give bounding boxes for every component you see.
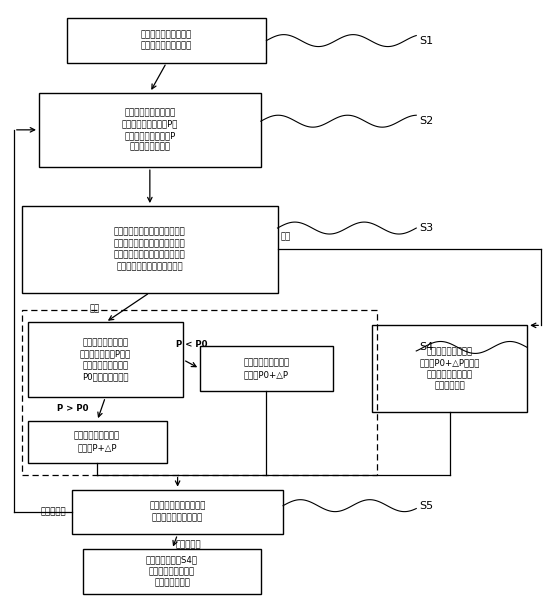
Text: 无上升信号: 无上升信号 — [41, 507, 67, 516]
Text: 有上升信号: 有上升信号 — [176, 540, 201, 549]
Bar — [83, 549, 261, 594]
Text: S2: S2 — [419, 116, 433, 126]
Bar — [372, 325, 527, 412]
Text: S5: S5 — [419, 501, 433, 510]
Bar — [28, 421, 166, 463]
Bar — [39, 93, 261, 167]
Bar — [22, 310, 377, 475]
Text: 上升: 上升 — [89, 304, 99, 313]
Text: 下降: 下降 — [280, 233, 290, 242]
Bar — [72, 490, 283, 534]
Text: S4: S4 — [419, 343, 433, 352]
Text: 将比例溢流阀的压力
设定为P0+△P，并对
比例溢流阀的压力设
定值进行保持: 将比例溢流阀的压力 设定为P0+△P，并对 比例溢流阀的压力设 定值进行保持 — [420, 347, 480, 390]
Text: P > P0: P > P0 — [57, 404, 89, 414]
Text: 控制器对举升机构是否有
上升信号进行实时监测: 控制器对举升机构是否有 上升信号进行实时监测 — [149, 501, 206, 522]
Bar — [28, 322, 183, 397]
Text: S1: S1 — [419, 36, 433, 45]
Bar — [200, 346, 333, 391]
Text: 控制器接收到压力信号后，通过
判断电磁换向阀左位得电还是右
位得电来识别举升机构是在进行
上升操作还是在进行下降操作: 控制器接收到压力信号后，通过 判断电磁换向阀左位得电还是右 位得电来识别举升机构… — [114, 227, 186, 271]
Text: 压力传感器实时监测液
压油缸无杆腔的压力P，
并将采集的压力信号P
实时传送至控制器: 压力传感器实时监测液 压油缸无杆腔的压力P， 并将采集的压力信号P 实时传送至控… — [122, 108, 178, 152]
Bar — [67, 18, 266, 63]
Text: P < P0: P < P0 — [176, 340, 207, 349]
Text: 将挂弹车举升机构举升
力自适应控制系统上电: 将挂弹车举升机构举升 力自适应控制系统上电 — [141, 30, 192, 51]
Text: 控制器将在步骤S4中
对比例溢流阀的压力
设定值进行保持: 控制器将在步骤S4中 对比例溢流阀的压力 设定值进行保持 — [146, 556, 198, 587]
Bar — [22, 206, 278, 293]
Text: 将比例溢流阀的压力
设定为P+△P: 将比例溢流阀的压力 设定为P+△P — [74, 432, 120, 452]
Text: 将比例溢流阀的压力
设定为P0+△P: 将比例溢流阀的压力 设定为P0+△P — [243, 358, 290, 379]
Text: 控制器将压力传感器
采集的压力信号P与控
制器内预设的压力值
P0的大小进行比较: 控制器将压力传感器 采集的压力信号P与控 制器内预设的压力值 P0的大小进行比较 — [80, 338, 131, 381]
Text: S3: S3 — [419, 223, 433, 233]
